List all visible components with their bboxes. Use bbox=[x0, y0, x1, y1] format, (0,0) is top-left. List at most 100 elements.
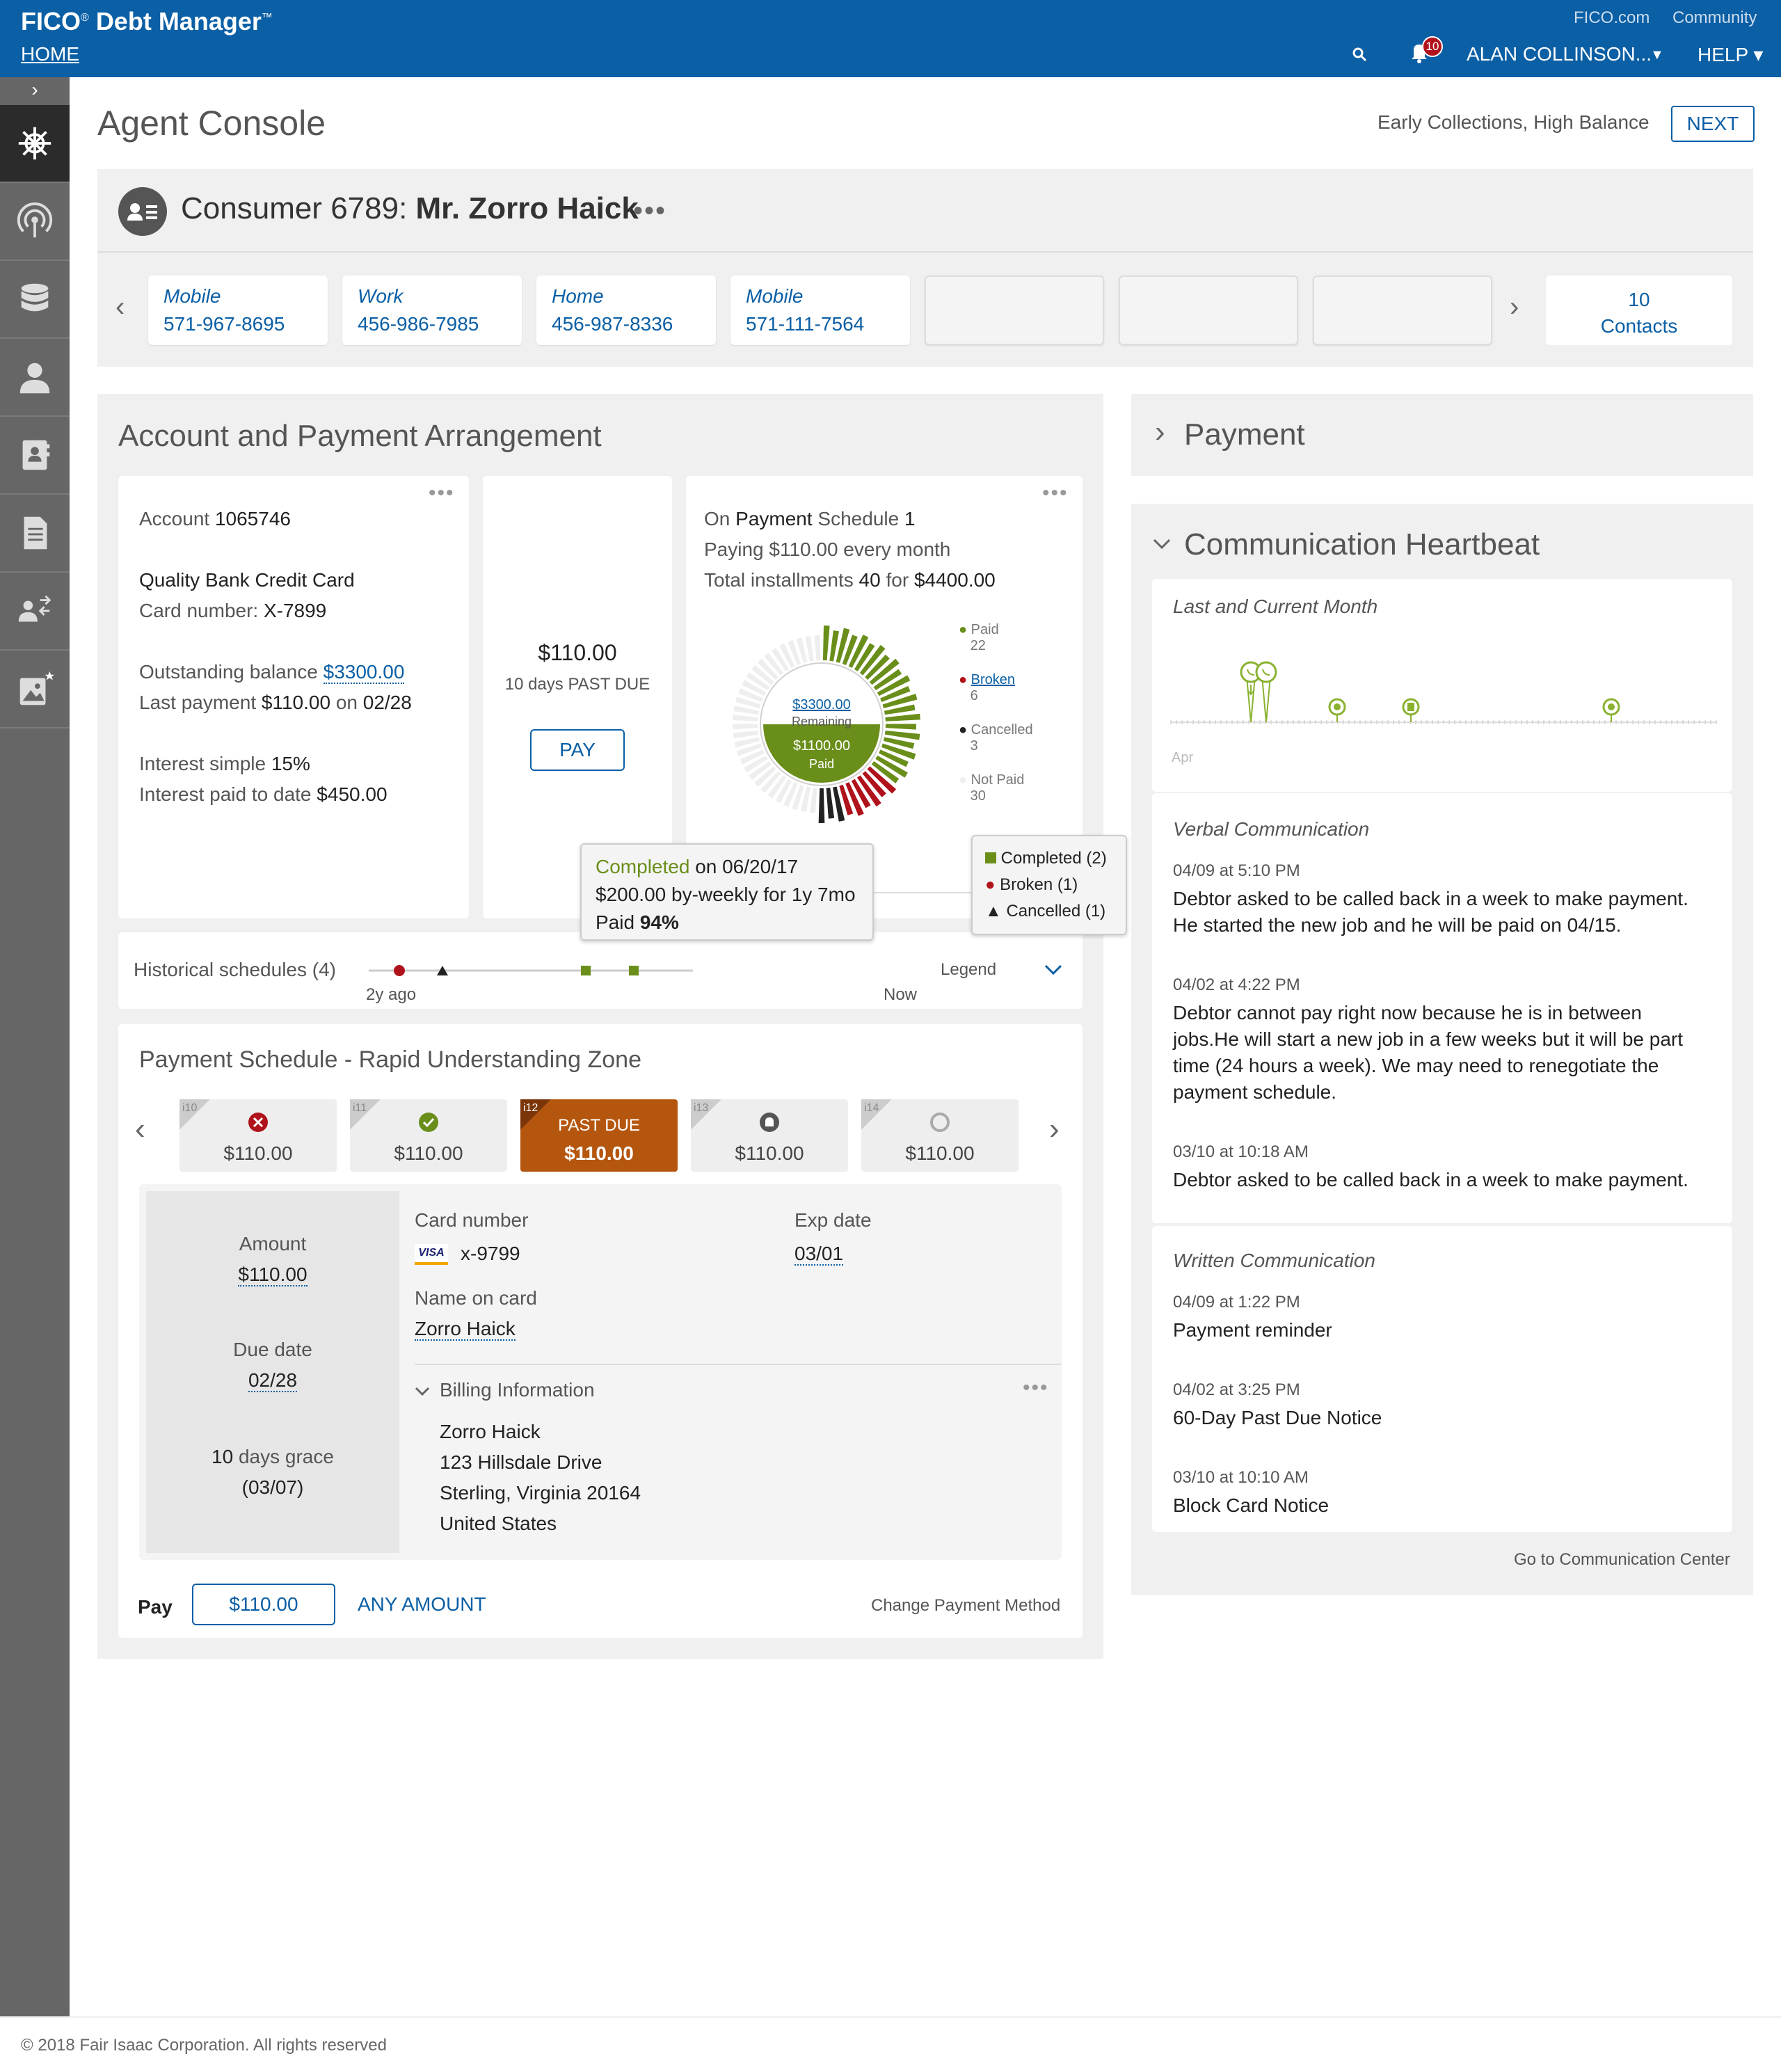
name-on-card-label: Name on card bbox=[415, 1287, 537, 1309]
billing-info-toggle[interactable]: Billing Information bbox=[440, 1379, 595, 1401]
history-completed-marker[interactable] bbox=[629, 966, 639, 975]
legend-cancelled: ● Cancelled 3 bbox=[959, 722, 1033, 754]
account-more-button[interactable]: ••• bbox=[429, 481, 455, 504]
history-broken-marker[interactable] bbox=[394, 965, 405, 976]
sidebar-item-documents[interactable] bbox=[0, 495, 70, 573]
contact-home[interactable]: Home 456-987-8336 bbox=[536, 276, 716, 345]
installment-tile-past-due[interactable]: i12 PAST DUE $110.00 bbox=[520, 1099, 678, 1172]
brand-logo[interactable]: FICO® Debt Manager™ bbox=[21, 7, 273, 35]
donut-legend: ● Paid 22 ● Broken 6 ● Cancelled 3 ● Not… bbox=[959, 622, 1033, 804]
fico-link[interactable]: FICO.com bbox=[1574, 8, 1650, 27]
communication-center-link[interactable]: Go to Communication Center bbox=[1514, 1550, 1730, 1569]
user-menu[interactable]: ALAN COLLINSON... bbox=[1467, 43, 1652, 65]
heartbeat-axis-label: Apr bbox=[1172, 750, 1194, 765]
donut-segment-not-paid bbox=[792, 784, 804, 811]
visa-icon: VISA bbox=[415, 1244, 448, 1265]
sidebar-item-database[interactable] bbox=[0, 261, 70, 339]
sidebar-item-gallery[interactable] bbox=[0, 651, 70, 728]
donut-segment-broken bbox=[867, 766, 897, 794]
donut-segment-not-paid bbox=[767, 775, 787, 799]
sidebar-item-person[interactable] bbox=[0, 339, 70, 417]
chevron-down-icon[interactable] bbox=[1152, 537, 1172, 551]
installment-tile[interactable]: i11 $110.00 bbox=[350, 1099, 507, 1172]
name-on-card-value[interactable]: Zorro Haick bbox=[415, 1318, 516, 1341]
verbal-text: He started the new job and he will be pa… bbox=[1173, 914, 1622, 936]
contacts-prev-chevron-icon[interactable]: ‹ bbox=[115, 292, 125, 322]
historical-label: Historical schedules (4) bbox=[134, 959, 336, 980]
installment-tile[interactable]: i14 $110.00 bbox=[861, 1099, 1019, 1172]
donut-segment-paid bbox=[882, 694, 918, 708]
balance-link[interactable]: $3300.00 bbox=[323, 661, 405, 684]
installment-tile[interactable]: i13 $110.00 bbox=[691, 1099, 848, 1172]
donut-remaining-amount[interactable]: $3300.00 bbox=[792, 697, 850, 712]
donut-segment-not-paid bbox=[742, 680, 767, 696]
change-payment-method-link[interactable]: Change Payment Method bbox=[871, 1596, 1061, 1615]
pay-amount-button[interactable]: $110.00 bbox=[192, 1584, 335, 1625]
schedule-donut-chart: $3300.00 Remaining $1100.00 Paid bbox=[733, 625, 920, 823]
community-link[interactable]: Community bbox=[1672, 8, 1757, 27]
verbal-time: 04/02 at 4:22 PM bbox=[1173, 975, 1300, 994]
donut-segment-cancelled bbox=[818, 788, 825, 823]
all-contacts-button[interactable]: 10 Contacts bbox=[1546, 276, 1732, 345]
legend-link[interactable]: Legend bbox=[941, 960, 997, 979]
legend-broken[interactable]: ● Broken 6 bbox=[959, 672, 1016, 703]
installment-details: Amount $110.00 Due date 02/28 10 days gr… bbox=[139, 1184, 1062, 1560]
contacts-next-chevron-icon[interactable]: › bbox=[1510, 292, 1519, 322]
help-menu[interactable]: HELP ▾ bbox=[1698, 44, 1764, 65]
people-transfer-icon bbox=[18, 595, 51, 622]
donut-segment-paid bbox=[822, 625, 830, 661]
donut-segment-paid bbox=[854, 643, 875, 671]
chevron-down-icon[interactable] bbox=[415, 1386, 430, 1397]
sidebar-toggle[interactable]: › bbox=[31, 79, 38, 100]
due-date-value[interactable]: 02/28 bbox=[248, 1369, 298, 1392]
grace-date: (03/07) bbox=[241, 1476, 304, 1498]
history-cancelled-marker[interactable] bbox=[437, 966, 448, 975]
history-start-label: 2y ago bbox=[366, 985, 417, 1004]
contact-work[interactable]: Work 456-986-7985 bbox=[342, 276, 522, 345]
sidebar-item-console[interactable] bbox=[0, 105, 70, 183]
payment-panel[interactable]: › Payment bbox=[1131, 394, 1753, 476]
contact-mobile-1[interactable]: Mobile 571-967-8695 bbox=[148, 276, 328, 345]
billing-line: United States bbox=[440, 1513, 557, 1534]
sidebar-item-broadcast[interactable] bbox=[0, 183, 70, 261]
donut-segment-not-paid bbox=[779, 643, 795, 669]
user-menu-caret[interactable]: ▼ bbox=[1650, 47, 1664, 63]
exp-date-value[interactable]: 03/01 bbox=[794, 1243, 844, 1266]
consumer-more-button[interactable]: ••• bbox=[633, 196, 667, 226]
donut-segment-broken bbox=[862, 771, 886, 797]
consumer-header: Consumer 6789: Mr. Zorro Haick ••• bbox=[97, 169, 1753, 253]
schedule-total: Total installments 40 for $4400.00 bbox=[704, 569, 996, 591]
billing-line: Zorro Haick bbox=[440, 1421, 541, 1442]
installments-prev-chevron-icon[interactable]: ‹ bbox=[135, 1112, 145, 1146]
search-icon[interactable] bbox=[1351, 46, 1368, 63]
nav-home[interactable]: HOME bbox=[21, 43, 79, 65]
installments-next-chevron-icon[interactable]: › bbox=[1049, 1112, 1060, 1146]
donut-segment-not-paid bbox=[751, 665, 774, 685]
billing-more-button[interactable]: ••• bbox=[1023, 1376, 1049, 1399]
any-amount-button[interactable]: ANY AMOUNT bbox=[358, 1593, 486, 1615]
account-number: Account 1065746 bbox=[139, 508, 291, 529]
donut-segment-not-paid bbox=[814, 635, 821, 661]
verbal-text: Debtor asked to be called back in a week… bbox=[1173, 888, 1688, 909]
heartbeat-chart-card: Last and Current Month Apr bbox=[1152, 579, 1732, 792]
call-marker-icon[interactable] bbox=[1255, 661, 1277, 683]
donut-segment-paid bbox=[836, 628, 850, 663]
pay-button[interactable]: PAY bbox=[530, 729, 625, 771]
donut-segment-paid bbox=[869, 658, 900, 685]
chevron-down-icon[interactable] bbox=[1044, 963, 1063, 977]
schedule-more-button[interactable]: ••• bbox=[1042, 481, 1069, 504]
historical-schedules-bar: Historical schedules (4) 2y ago Now Lege… bbox=[118, 932, 1083, 1009]
next-button[interactable]: NEXT bbox=[1671, 106, 1755, 142]
divider bbox=[415, 1364, 1062, 1365]
sidebar-item-contacts[interactable] bbox=[0, 417, 70, 495]
history-completed-marker[interactable] bbox=[581, 966, 591, 975]
communication-heartbeat-panel: Communication Heartbeat Last and Current… bbox=[1131, 504, 1753, 1595]
chevron-right-icon[interactable]: › bbox=[1155, 415, 1165, 449]
amount-value[interactable]: $110.00 bbox=[238, 1264, 308, 1286]
verbal-time: 03/10 at 10:18 AM bbox=[1173, 1142, 1309, 1161]
sidebar-item-transfer[interactable] bbox=[0, 573, 70, 651]
consumer-title: Consumer 6789: Mr. Zorro Haick bbox=[181, 191, 639, 225]
installment-tile[interactable]: i10 $110.00 bbox=[179, 1099, 337, 1172]
donut-segment-not-paid bbox=[749, 760, 772, 780]
contact-mobile-2[interactable]: Mobile 571-111-7564 bbox=[730, 276, 910, 345]
